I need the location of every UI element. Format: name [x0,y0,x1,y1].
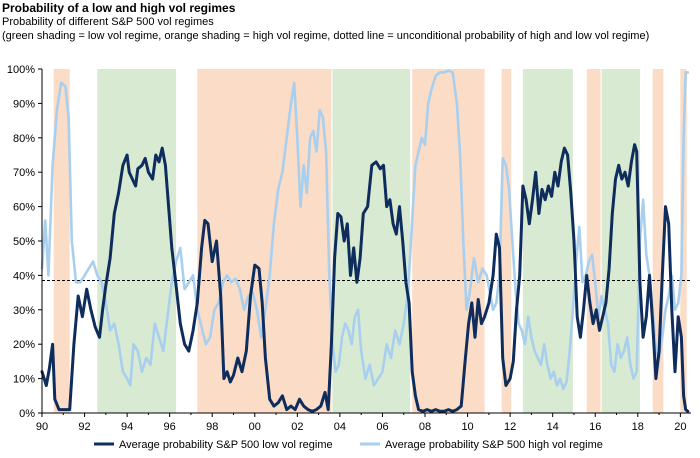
x-tick-label: 10 [461,421,473,433]
chart-note: (green shading = low vol regime, orange … [2,30,650,42]
y-tick-label: 30% [13,305,35,317]
x-tick-label: 92 [78,421,90,433]
high-vol-regime-shade-5 [501,69,512,413]
high-vol-probability-line [40,69,690,391]
x-tick-label: 20 [674,421,686,433]
x-tick-label: 02 [291,421,303,433]
low-vol-regime-shade-6 [522,69,573,413]
low-vol-regime-shade-8 [601,69,640,413]
x-tick-label: 18 [632,421,644,433]
x-tick-label: 12 [504,421,516,433]
series-layer [40,69,690,413]
low-vol-regime-shade-1 [97,69,177,413]
legend: Average probability S&P 500 low vol regi… [94,439,603,451]
high-vol-regime-shade-4 [412,69,485,413]
y-tick-label: 100% [7,64,35,76]
x-tick-label: 06 [376,421,388,433]
y-tick-label: 70% [13,167,35,179]
y-tick-label: 90% [13,98,35,110]
x-tick-label: 14 [547,421,559,433]
y-tick-label: 10% [13,374,35,386]
high-vol-regime-shade-7 [586,69,601,413]
x-tick-label: 94 [121,421,133,433]
y-tick-label: 80% [13,133,35,145]
high-vol-regime-shade-10 [680,69,687,413]
x-tick-label: 90 [36,421,48,433]
y-tick-label: 40% [13,270,35,282]
high-vol-regime-shade-0 [53,69,70,413]
legend-low-vol-label: Average probability S&P 500 low vol regi… [119,439,333,451]
chart-header: Probability of a low and high vol regime… [2,1,698,43]
x-tick-label: 98 [206,421,218,433]
x-tick-label: 08 [419,421,431,433]
x-tick-label: 96 [164,421,176,433]
legend-high-vol-label: Average probability S&P 500 high vol reg… [385,439,603,451]
high-vol-regime-shade-9 [652,69,664,413]
axes-layer: 0% 10% 20% 30% 40% 50% 60% 70% 80% 90% 100% 90 92 94 9… [7,64,691,433]
chart-subtitle: Probability of different S&P 500 vol reg… [2,16,214,28]
x-tick-label: 16 [589,421,601,433]
y-tick-label: 50% [13,236,35,248]
y-tick-label: 0% [19,408,35,420]
regime-shading-layer [53,69,687,413]
chart-title: Probability of a low and high vol regime… [2,1,236,15]
x-tick-label: 04 [334,421,346,433]
y-tick-label: 20% [13,339,35,351]
y-tick-label: 60% [13,202,35,214]
x-tick-label: 00 [249,421,261,433]
low-vol-probability-line [40,143,690,413]
